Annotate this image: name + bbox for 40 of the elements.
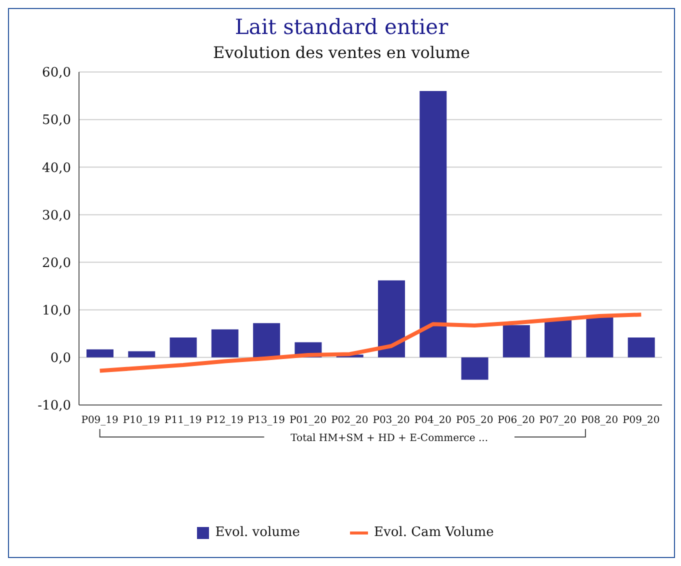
bar [253, 323, 280, 358]
y-tick-label: 30,0 [42, 208, 71, 224]
x-tick-label: P09_20 [622, 415, 660, 426]
bar [211, 329, 238, 358]
chart-title: Lait standard entier [234, 15, 450, 39]
bar [628, 337, 655, 358]
legend-label: Evol. volume [214, 525, 300, 540]
y-tick-label: 60,0 [42, 66, 71, 81]
y-tick-label: 50,0 [42, 113, 71, 128]
x-tick-label: P09_19 [81, 415, 118, 426]
bar [544, 320, 572, 358]
bar [86, 349, 114, 358]
y-tick-label: 10,0 [42, 303, 71, 318]
y-tick-label: 40,0 [42, 160, 71, 176]
x-tick-label: P03_20 [372, 415, 410, 426]
line-series [98, 312, 644, 373]
bar [586, 316, 614, 358]
x-tick-label: P04_20 [414, 415, 452, 426]
bar [461, 357, 488, 380]
x-tick-label: P01_20 [289, 415, 327, 426]
x-tick-label: P11_19 [164, 415, 202, 426]
chart-subtitle: Evolution des ventes en volume [212, 43, 471, 62]
x-tick-label: P02_20 [331, 415, 368, 426]
x-tick-label: P07_20 [539, 415, 576, 426]
legend-label: Evol. Cam Volume [373, 525, 494, 540]
bar [170, 337, 197, 358]
x-tick-label: P12_19 [206, 415, 244, 426]
x-tick-label: P05_20 [456, 415, 494, 426]
bar [128, 351, 156, 358]
x-tick-label: P13_19 [248, 415, 285, 426]
y-tick-label: -10,0 [38, 398, 71, 414]
x-tick-label: P06_20 [498, 415, 535, 426]
y-tick-label: 20,0 [42, 256, 71, 271]
y-tick-label: 0,0 [50, 351, 71, 366]
bar [378, 280, 405, 358]
x-axis-title: Total HM+SM + HD + E-Commerce ... [290, 433, 488, 444]
x-tick-label: P08_20 [580, 415, 618, 426]
bar [420, 91, 447, 358]
x-tick-label: P10_19 [122, 415, 160, 426]
bar [502, 325, 530, 358]
